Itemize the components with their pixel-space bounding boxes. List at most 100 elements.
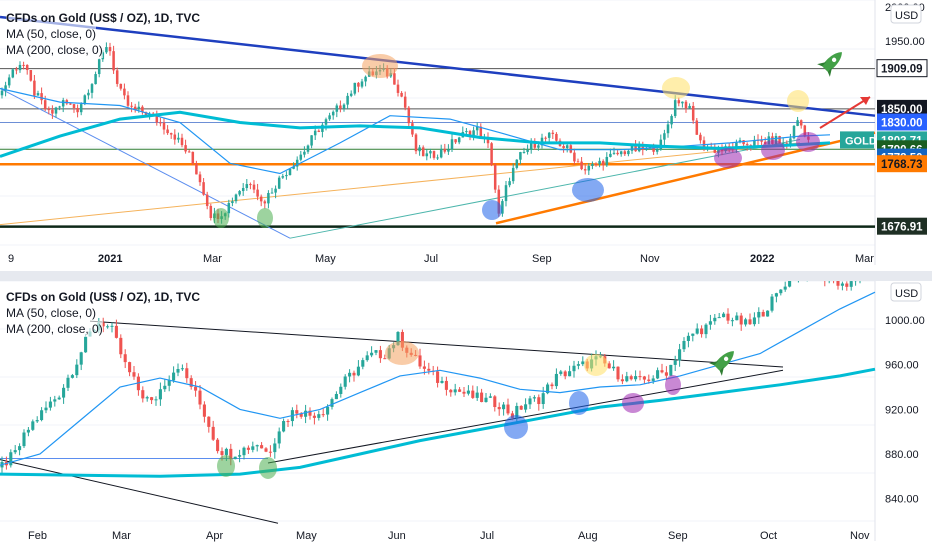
x-tick-label: Sep bbox=[532, 253, 552, 265]
touch-marker-purple bbox=[714, 148, 742, 168]
candle-body bbox=[18, 446, 21, 450]
panel-divider[interactable] bbox=[0, 271, 932, 281]
touch-marker-green bbox=[217, 455, 235, 477]
candle-body bbox=[33, 81, 36, 96]
candle-body bbox=[800, 120, 803, 125]
candle-body bbox=[627, 151, 630, 154]
candle-body bbox=[537, 145, 540, 147]
candle-body bbox=[494, 165, 497, 190]
candle-body bbox=[524, 404, 527, 409]
ma200-legend-2[interactable]: MA (200, close, 0) bbox=[6, 321, 103, 337]
candle-body bbox=[616, 367, 619, 380]
candle-body bbox=[533, 397, 536, 398]
candle-body bbox=[512, 168, 515, 181]
candle-body bbox=[146, 397, 149, 398]
candle-body bbox=[523, 152, 526, 153]
candle-body bbox=[699, 135, 702, 141]
candle-body bbox=[606, 157, 609, 165]
candle-body bbox=[251, 446, 254, 450]
candle-body bbox=[634, 376, 637, 379]
candle-body bbox=[134, 107, 137, 109]
candle-body bbox=[770, 297, 773, 311]
candle-body bbox=[841, 284, 844, 286]
peak-marker-orange bbox=[385, 341, 419, 365]
candle-body bbox=[73, 104, 76, 108]
candle-body bbox=[624, 151, 627, 154]
candle-body bbox=[700, 328, 703, 334]
candle-body bbox=[709, 321, 712, 324]
candle-body bbox=[84, 95, 87, 104]
candle-body bbox=[762, 312, 765, 317]
currency-label: USD bbox=[895, 10, 918, 22]
candle-body bbox=[526, 150, 529, 152]
candle-body bbox=[577, 161, 580, 162]
candle-body bbox=[71, 375, 74, 378]
candle-body bbox=[436, 371, 439, 383]
candle-body bbox=[310, 135, 313, 145]
touch-marker-purple bbox=[761, 140, 785, 160]
candle-body bbox=[238, 455, 241, 457]
candle-body bbox=[31, 421, 34, 429]
candle-body bbox=[123, 89, 126, 96]
candle-body bbox=[256, 190, 259, 197]
candle-body bbox=[318, 131, 321, 132]
touch-marker-blue bbox=[482, 200, 502, 220]
candle-body bbox=[76, 108, 79, 112]
trend-arrow-icon bbox=[820, 97, 870, 128]
candle-body bbox=[616, 153, 619, 154]
candle-body bbox=[80, 104, 83, 112]
candle-body bbox=[361, 360, 364, 367]
candle-body bbox=[166, 130, 169, 134]
candle-body bbox=[465, 131, 468, 132]
ma50-legend-2[interactable]: MA (50, close, 0) bbox=[6, 305, 96, 321]
candle-body bbox=[238, 191, 241, 195]
candle-body bbox=[332, 112, 335, 116]
candle-body bbox=[127, 95, 130, 105]
candle-body bbox=[207, 417, 210, 427]
candle-body bbox=[195, 163, 198, 174]
top-chart-panel[interactable]: 1909.091850.001830.001803.7108:04:53GOLD… bbox=[0, 0, 932, 271]
candle-body bbox=[357, 367, 360, 376]
candle-body bbox=[282, 176, 285, 177]
x-tick-label: 2021 bbox=[98, 253, 122, 265]
candle-body bbox=[722, 314, 725, 317]
candle-body bbox=[681, 102, 684, 104]
candle-body bbox=[458, 389, 461, 391]
candle-body bbox=[643, 376, 646, 379]
thin-orange-trendline bbox=[0, 143, 800, 225]
candle-body bbox=[119, 338, 122, 354]
touch-marker-purple bbox=[665, 375, 681, 395]
candle-body bbox=[325, 119, 328, 124]
candle-body bbox=[400, 93, 403, 97]
candle-body bbox=[548, 133, 551, 138]
x-tick-label: Nov bbox=[850, 530, 870, 542]
candle-body bbox=[490, 143, 493, 164]
descending-line bbox=[0, 460, 278, 524]
candle-body bbox=[374, 350, 377, 353]
touch-marker-green bbox=[257, 208, 273, 228]
x-tick-label: Apr bbox=[206, 530, 223, 542]
x-tick-label: Nov bbox=[640, 253, 660, 265]
candle-body bbox=[555, 374, 558, 386]
candle-body bbox=[440, 149, 443, 157]
candle-body bbox=[454, 389, 457, 392]
candle-body bbox=[12, 69, 15, 77]
candle-body bbox=[14, 450, 17, 452]
candle-body bbox=[22, 65, 25, 66]
candle-body bbox=[130, 106, 133, 107]
ma200-legend[interactable]: MA (200, close, 0) bbox=[6, 42, 103, 58]
peak-marker-yellow bbox=[584, 354, 608, 376]
ma50-legend[interactable]: MA (50, close, 0) bbox=[6, 26, 96, 42]
candle-body bbox=[691, 334, 694, 336]
candle-body bbox=[326, 407, 329, 415]
candle-body bbox=[274, 189, 277, 193]
candle-body bbox=[344, 376, 347, 386]
candle-body bbox=[84, 337, 87, 353]
candle-body bbox=[845, 284, 848, 287]
candle-body bbox=[731, 320, 734, 321]
touch-marker-green bbox=[213, 208, 229, 228]
candle-body bbox=[188, 151, 191, 152]
x-tick-label: Feb bbox=[28, 530, 47, 542]
candle-body bbox=[566, 145, 569, 148]
